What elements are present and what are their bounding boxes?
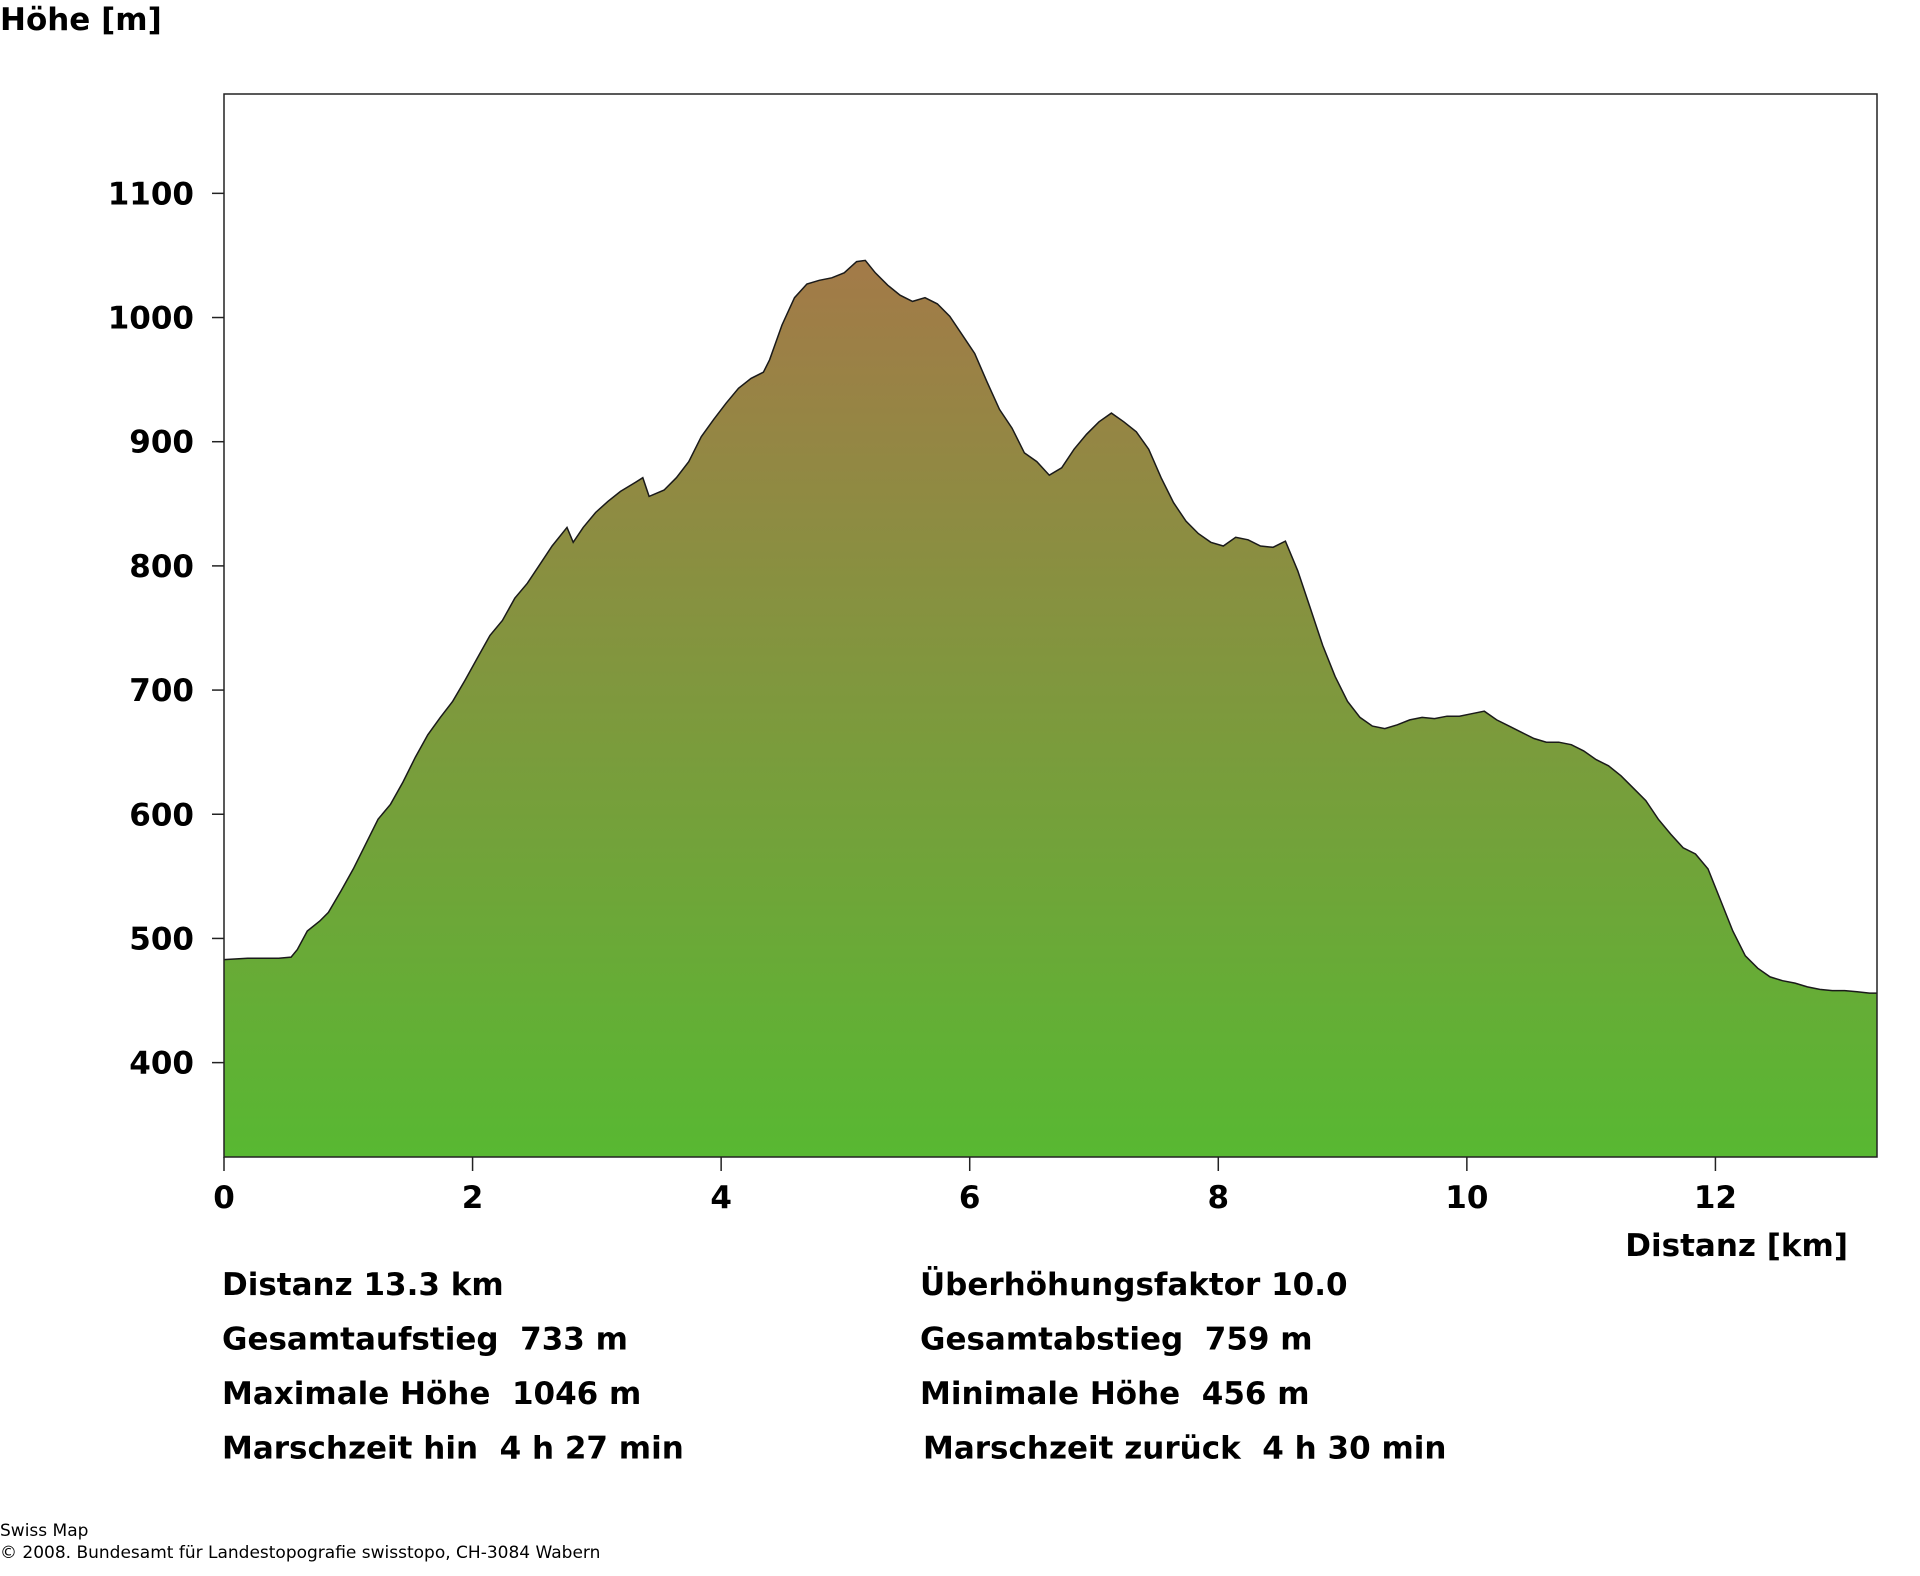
footer-text: Swiss Map	[0, 1521, 88, 1541]
x-tick-label: 10	[1445, 1180, 1488, 1216]
x-tick-label: 12	[1694, 1180, 1737, 1216]
elevation-line	[223, 259, 1877, 994]
stat: Gesamtaufstieg 733 m	[222, 1322, 628, 1358]
x-axis-label: Distanz [km]	[1625, 1228, 1848, 1264]
x-tick-label: 6	[959, 1180, 981, 1216]
x-tick-label: 0	[213, 1180, 235, 1216]
x-tick-label: 2	[462, 1180, 484, 1216]
y-tick-label: 900	[129, 425, 194, 461]
stat: Marschzeit zurück 4 h 30 min	[923, 1431, 1446, 1467]
x-tick-label: 4	[710, 1180, 732, 1216]
stat: Überhöhungsfaktor 10.0	[920, 1266, 1348, 1303]
y-tick-label: 400	[129, 1046, 194, 1082]
stat: Distanz 13.3 km	[222, 1267, 504, 1303]
y-tick-label: 500	[129, 921, 194, 957]
stat: Minimale Höhe 456 m	[920, 1376, 1310, 1412]
stat: Gesamtabstieg 759 m	[920, 1322, 1313, 1358]
y-axis-label: Höhe [m]	[0, 2, 162, 38]
y-tick-label: 1100	[108, 176, 194, 212]
y-tick-label: 700	[129, 673, 194, 709]
stat: Maximale Höhe 1046 m	[222, 1376, 641, 1412]
stat: Marschzeit hin 4 h 27 min	[222, 1431, 684, 1467]
plot-frame	[223, 93, 1878, 1158]
footer-text: © 2008. Bundesamt für Landestopografie s…	[0, 1543, 600, 1563]
y-tick-label: 1000	[108, 301, 194, 337]
x-tick-label: 8	[1207, 1180, 1229, 1216]
elevation-area	[224, 260, 1877, 1157]
y-tick-label: 800	[129, 549, 194, 585]
y-tick-label: 600	[129, 797, 194, 833]
